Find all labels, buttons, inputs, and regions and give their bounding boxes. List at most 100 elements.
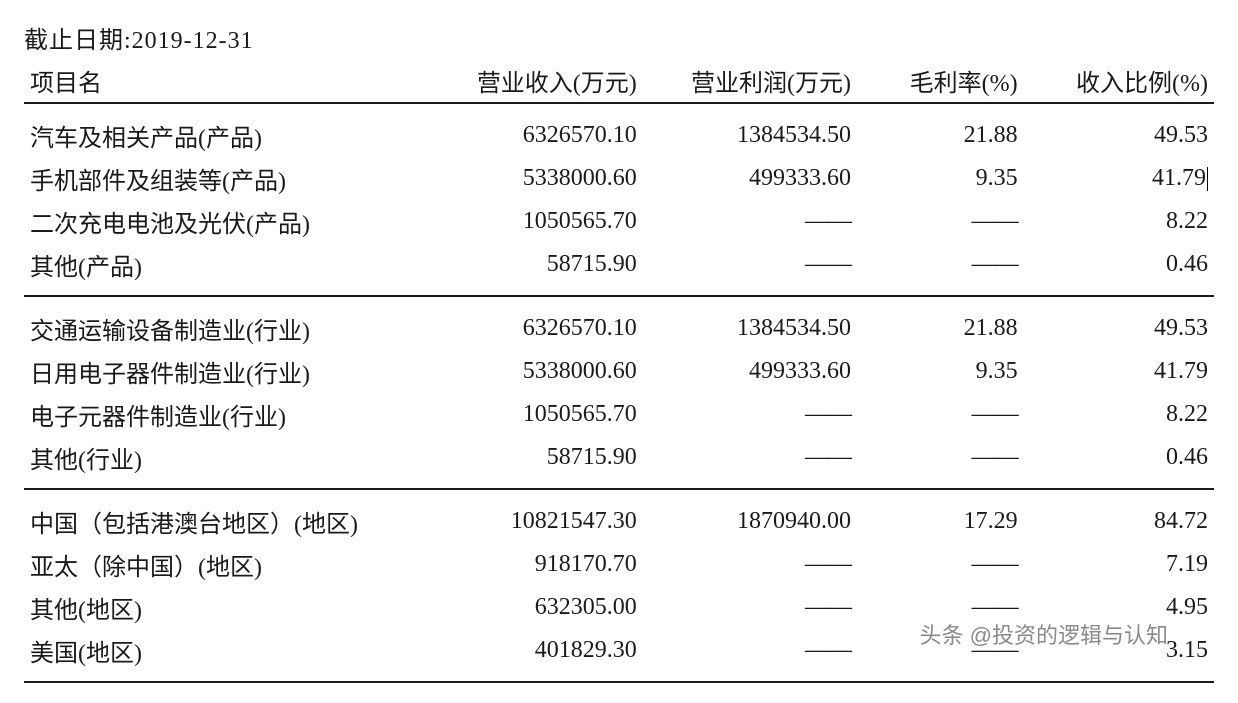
table-row: 美国(地区)401829.30————3.15 xyxy=(24,629,1214,672)
dash-icon: —— xyxy=(805,401,851,427)
cell-profit: —— xyxy=(643,243,857,286)
table-row: 交通运输设备制造业(行业)6326570.101384534.5021.8849… xyxy=(24,307,1214,350)
cell-share: 0.46 xyxy=(1024,243,1214,286)
cell-rev: 632305.00 xyxy=(429,586,643,629)
cell-share: 8.22 xyxy=(1024,393,1214,436)
cell-profit: —— xyxy=(643,200,857,243)
dash-icon: —— xyxy=(972,251,1018,277)
col-name: 项目名 xyxy=(24,59,429,103)
cutoff-line: 截止日期:2019-12-31 xyxy=(24,20,1214,55)
cell-profit: —— xyxy=(643,629,857,672)
table-row: 其他(行业)58715.90————0.46 xyxy=(24,436,1214,479)
dash-icon: —— xyxy=(805,444,851,470)
cell-margin: 21.88 xyxy=(857,114,1024,157)
cell-share: 49.53 xyxy=(1024,307,1214,350)
cell-margin: —— xyxy=(857,393,1024,436)
cell-rev: 5338000.60 xyxy=(429,350,643,393)
cell-profit: 1384534.50 xyxy=(643,114,857,157)
cell-share: 41.79 xyxy=(1024,157,1214,200)
cell-share: 0.46 xyxy=(1024,436,1214,479)
cell-rev: 1050565.70 xyxy=(429,200,643,243)
cell-rev: 401829.30 xyxy=(429,629,643,672)
cell-margin: 9.35 xyxy=(857,350,1024,393)
cell-name: 汽车及相关产品(产品) xyxy=(24,114,429,157)
dash-icon: —— xyxy=(972,637,1018,663)
cell-rev: 10821547.30 xyxy=(429,500,643,543)
cell-name: 电子元器件制造业(行业) xyxy=(24,393,429,436)
table-section: 中国（包括港澳台地区）(地区)10821547.301870940.0017.2… xyxy=(24,490,1214,682)
cell-name: 亚太（除中国）(地区) xyxy=(24,543,429,586)
table-row: 汽车及相关产品(产品)6326570.101384534.5021.8849.5… xyxy=(24,114,1214,157)
text-cursor xyxy=(1207,167,1208,191)
cell-name: 中国（包括港澳台地区）(地区) xyxy=(24,500,429,543)
cell-share: 4.95 xyxy=(1024,586,1214,629)
cell-profit: —— xyxy=(643,586,857,629)
cell-profit: —— xyxy=(643,436,857,479)
col-margin: 毛利率(%) xyxy=(857,59,1024,103)
financial-table: 项目名 营业收入(万元) 营业利润(万元) 毛利率(%) 收入比例(%) 汽车及… xyxy=(24,59,1214,683)
table-section: 交通运输设备制造业(行业)6326570.101384534.5021.8849… xyxy=(24,297,1214,489)
dash-icon: —— xyxy=(805,208,851,234)
cell-rev: 58715.90 xyxy=(429,243,643,286)
table-row: 手机部件及组装等(产品)5338000.60499333.609.3541.79 xyxy=(24,157,1214,200)
cutoff-date: 2019-12-31 xyxy=(132,28,254,54)
dash-icon: —— xyxy=(805,551,851,577)
cell-margin: —— xyxy=(857,586,1024,629)
col-revenue: 营业收入(万元) xyxy=(429,59,643,103)
cell-rev: 6326570.10 xyxy=(429,114,643,157)
cell-margin: —— xyxy=(857,200,1024,243)
cell-margin: 21.88 xyxy=(857,307,1024,350)
cell-share: 3.15 xyxy=(1024,629,1214,672)
cell-rev: 918170.70 xyxy=(429,543,643,586)
cell-rev: 5338000.60 xyxy=(429,157,643,200)
dash-icon: —— xyxy=(972,551,1018,577)
cell-profit: 499333.60 xyxy=(643,350,857,393)
cell-profit: —— xyxy=(643,393,857,436)
table-row: 其他(产品)58715.90————0.46 xyxy=(24,243,1214,286)
cell-profit: 1384534.50 xyxy=(643,307,857,350)
dash-icon: —— xyxy=(972,594,1018,620)
cell-share: 41.79 xyxy=(1024,350,1214,393)
dash-icon: —— xyxy=(972,444,1018,470)
table-row: 电子元器件制造业(行业)1050565.70————8.22 xyxy=(24,393,1214,436)
cell-name: 手机部件及组装等(产品) xyxy=(24,157,429,200)
table-row: 中国（包括港澳台地区）(地区)10821547.301870940.0017.2… xyxy=(24,500,1214,543)
dash-icon: —— xyxy=(972,208,1018,234)
cell-margin: —— xyxy=(857,543,1024,586)
col-profit: 营业利润(万元) xyxy=(643,59,857,103)
cell-share: 7.19 xyxy=(1024,543,1214,586)
table-row: 其他(地区)632305.00————4.95 xyxy=(24,586,1214,629)
cell-name: 其他(行业) xyxy=(24,436,429,479)
dash-icon: —— xyxy=(805,251,851,277)
col-share: 收入比例(%) xyxy=(1024,59,1214,103)
cell-name: 美国(地区) xyxy=(24,629,429,672)
dash-icon: —— xyxy=(805,594,851,620)
cell-rev: 6326570.10 xyxy=(429,307,643,350)
table-header: 项目名 营业收入(万元) 营业利润(万元) 毛利率(%) 收入比例(%) xyxy=(24,59,1214,104)
cell-name: 交通运输设备制造业(行业) xyxy=(24,307,429,350)
cell-share: 84.72 xyxy=(1024,500,1214,543)
cell-name: 其他(产品) xyxy=(24,243,429,286)
cell-name: 其他(地区) xyxy=(24,586,429,629)
cell-margin: —— xyxy=(857,436,1024,479)
cell-name: 日用电子器件制造业(行业) xyxy=(24,350,429,393)
cell-name: 二次充电电池及光伏(产品) xyxy=(24,200,429,243)
cell-margin: —— xyxy=(857,629,1024,672)
cell-margin: —— xyxy=(857,243,1024,286)
cell-profit: 1870940.00 xyxy=(643,500,857,543)
cell-rev: 58715.90 xyxy=(429,436,643,479)
table-section: 汽车及相关产品(产品)6326570.101384534.5021.8849.5… xyxy=(24,104,1214,296)
cell-margin: 9.35 xyxy=(857,157,1024,200)
cutoff-label: 截止日期 xyxy=(24,28,124,54)
cell-profit: 499333.60 xyxy=(643,157,857,200)
table-row: 二次充电电池及光伏(产品)1050565.70————8.22 xyxy=(24,200,1214,243)
cell-margin: 17.29 xyxy=(857,500,1024,543)
cell-profit: —— xyxy=(643,543,857,586)
table-row: 日用电子器件制造业(行业)5338000.60499333.609.3541.7… xyxy=(24,350,1214,393)
dash-icon: —— xyxy=(805,637,851,663)
cell-share: 8.22 xyxy=(1024,200,1214,243)
table-row: 亚太（除中国）(地区)918170.70————7.19 xyxy=(24,543,1214,586)
cell-share: 49.53 xyxy=(1024,114,1214,157)
cell-rev: 1050565.70 xyxy=(429,393,643,436)
dash-icon: —— xyxy=(972,401,1018,427)
